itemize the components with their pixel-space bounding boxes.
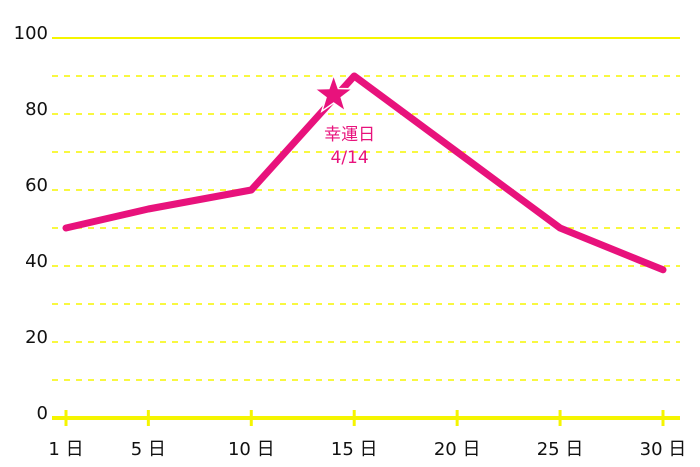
annotation-date: 4/14 (331, 148, 369, 168)
data-line (62, 72, 667, 274)
x-tick-label: 25 日 (537, 439, 584, 460)
y-tick-label: 60 (25, 175, 48, 196)
y-tick-label: 20 (25, 327, 48, 348)
y-tick-label: 40 (25, 251, 48, 272)
x-tick-label: 10 日 (228, 439, 275, 460)
lucky-star (312, 72, 355, 114)
y-tick-label: 100 (14, 23, 48, 44)
x-tick-label: 15 日 (331, 439, 378, 460)
x-tick-label: 20 日 (434, 439, 481, 460)
x-tick-label: 5 日 (131, 439, 166, 460)
x-tick-label: 30 日 (640, 439, 687, 460)
y-tick-label: 0 (37, 403, 48, 424)
annotation-text: 幸運日 (324, 125, 375, 145)
y-tick-label: 80 (25, 99, 48, 120)
x-tick-label: 1 日 (48, 439, 83, 460)
